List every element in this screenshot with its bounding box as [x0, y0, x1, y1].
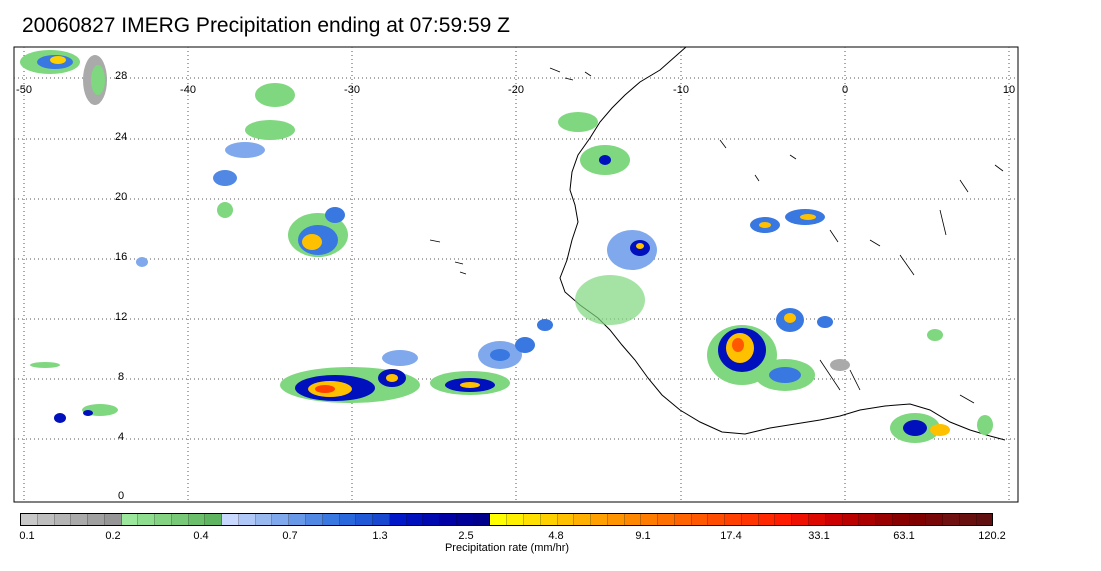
- colorbar-tick: 0.4: [193, 530, 209, 542]
- colorbar-tick: 9.1: [635, 530, 651, 542]
- colorbar-swatch: [205, 514, 223, 525]
- colorbar-swatch: [909, 514, 927, 525]
- colorbar-swatch: [339, 514, 357, 525]
- colorbar-swatch: [859, 514, 877, 525]
- colorbar-swatch: [171, 514, 189, 525]
- coastline: [559, 46, 1006, 441]
- colorbar-tick: 0.1: [19, 530, 35, 542]
- colorbar-swatch: [389, 514, 407, 525]
- colorbar-swatch: [507, 514, 524, 525]
- colorbar-swatch: [272, 514, 290, 525]
- colorbar-swatch: [104, 514, 122, 525]
- colorbar-tick: 17.4: [720, 530, 742, 542]
- colorbar-tick: 120.2: [978, 530, 1006, 542]
- colorbar-swatch: [641, 514, 659, 525]
- lon-label: -20: [508, 84, 524, 96]
- colorbar-tick: 63.1: [893, 530, 915, 542]
- colorbar-swatch: [591, 514, 608, 525]
- colorbar-swatch: [255, 514, 273, 525]
- lat-label: 4: [118, 431, 124, 443]
- colorbar-swatch: [490, 514, 508, 525]
- colorbar-swatch: [842, 514, 860, 525]
- lon-labels: -50 -40 -30 -20 -10 0 10: [16, 84, 1015, 96]
- colorbar-swatch: [959, 514, 977, 525]
- colorbar-swatch: [892, 514, 910, 525]
- colorbar-swatch: [607, 514, 625, 525]
- colorbar-swatch: [674, 514, 692, 525]
- lon-label: -40: [180, 84, 196, 96]
- colorbar: [20, 513, 993, 526]
- colorbar-swatch: [926, 514, 944, 525]
- lon-label: 0: [842, 84, 848, 96]
- colorbar-swatch: [423, 514, 441, 525]
- lon-label: -50: [16, 84, 32, 96]
- colorbar-swatch: [88, 514, 105, 525]
- colorbar-tick: 1.3: [372, 530, 388, 542]
- colorbar-swatch: [943, 514, 960, 525]
- colorbar-swatch: [540, 514, 558, 525]
- precipitation-map: -50 -40 -30 -20 -10 0 10 28 24 20 16 12 …: [13, 46, 1019, 503]
- lon-label: 10: [1003, 84, 1015, 96]
- colorbar-swatch: [758, 514, 776, 525]
- colorbar-swatch: [658, 514, 675, 525]
- lat-label: 8: [118, 371, 124, 383]
- colorbar-swatch: [825, 514, 843, 525]
- map-frame: [13, 46, 1019, 503]
- colorbar-swatch: [37, 514, 55, 525]
- inland-rivers: [429, 67, 1004, 404]
- colorbar-tick: 0.2: [105, 530, 121, 542]
- colorbar-swatch: [725, 514, 742, 525]
- graticule: [14, 47, 1018, 502]
- colorbar-swatch: [976, 514, 993, 525]
- colorbar-swatch: [71, 514, 89, 525]
- colorbar-swatch: [708, 514, 726, 525]
- colorbar-swatch: [808, 514, 826, 525]
- colorbar-tick: 4.8: [548, 530, 564, 542]
- colorbar-swatch: [306, 514, 323, 525]
- colorbar-label: Precipitation rate (mm/hr): [444, 542, 570, 554]
- colorbar-swatch: [356, 514, 374, 525]
- colorbar-tick: 2.5: [458, 530, 474, 542]
- colorbar-swatch: [222, 514, 239, 525]
- colorbar-swatch: [473, 514, 491, 525]
- colorbar-swatch: [775, 514, 793, 525]
- colorbar-swatch: [138, 514, 156, 525]
- colorbar-swatch: [574, 514, 592, 525]
- colorbar-swatch: [440, 514, 457, 525]
- colorbar-swatch: [691, 514, 709, 525]
- colorbar-swatch: [456, 514, 474, 525]
- colorbar-swatch: [523, 514, 541, 525]
- lon-label: -30: [344, 84, 360, 96]
- lat-label: 24: [115, 131, 127, 143]
- lat-label: 16: [115, 251, 127, 263]
- colorbar-swatch: [406, 514, 424, 525]
- colorbar-swatch: [322, 514, 340, 525]
- colorbar-tick: 33.1: [808, 530, 830, 542]
- precipitation-field: [20, 50, 993, 443]
- colorbar-swatch: [188, 514, 206, 525]
- colorbar-swatch: [238, 514, 256, 525]
- lat-label: 20: [115, 191, 127, 203]
- colorbar-swatch: [289, 514, 307, 525]
- lat-labels: 28 24 20 16 12 8 4 0: [115, 70, 127, 502]
- colorbar-swatch: [373, 514, 390, 525]
- lat-label: 0: [118, 490, 124, 502]
- colorbar-swatch: [54, 514, 72, 525]
- colorbar-swatch: [741, 514, 759, 525]
- colorbar-tick: 0.7: [282, 530, 298, 542]
- colorbar-swatch: [155, 514, 172, 525]
- colorbar-swatch: [21, 514, 38, 525]
- colorbar-swatch: [121, 514, 139, 525]
- colorbar-swatch: [876, 514, 893, 525]
- map-title: 20060827 IMERG Precipitation ending at 0…: [22, 14, 510, 37]
- colorbar-swatch: [624, 514, 642, 525]
- lon-label: -10: [673, 84, 689, 96]
- colorbar-swatch: [792, 514, 809, 525]
- colorbar-swatch: [557, 514, 575, 525]
- lat-label: 28: [115, 70, 127, 82]
- lat-label: 12: [115, 311, 127, 323]
